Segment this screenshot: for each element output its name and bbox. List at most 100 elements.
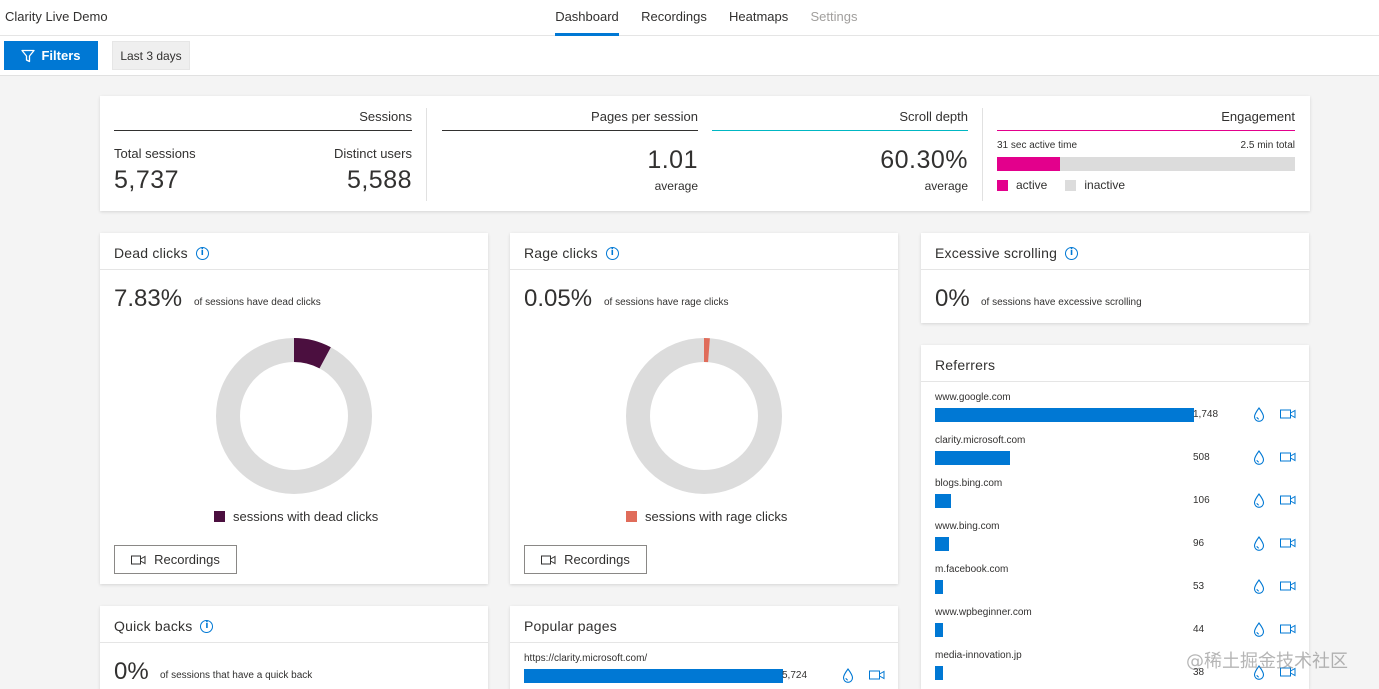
rage-clicks-arc <box>704 338 710 363</box>
referrer-row[interactable]: media-innovation.jp 38 <box>921 650 1309 689</box>
distinct-users-value: 5,588 <box>346 166 412 194</box>
heatmap-icon[interactable] <box>842 668 854 683</box>
card-divider <box>510 642 898 643</box>
referrer-count: 1,748 <box>1193 409 1219 420</box>
popular-page-row[interactable]: https://clarity.microsoft.com/ 5,724 <box>510 653 898 689</box>
card-divider <box>510 269 898 270</box>
referrer-bar <box>935 494 951 508</box>
dead-clicks-swatch <box>214 511 225 522</box>
rage-clicks-recordings-button[interactable]: Recordings <box>524 545 647 574</box>
referrer-row[interactable]: m.facebook.com 53 <box>921 564 1309 607</box>
dead-clicks-title-text: Dead clicks <box>114 245 188 261</box>
referrer-count: 96 <box>1193 538 1205 549</box>
engagement-header: Engagement <box>997 109 1295 131</box>
heatmap-icon[interactable] <box>1253 579 1265 594</box>
video-camera-icon <box>131 555 146 564</box>
referrer-name: clarity.microsoft.com <box>935 435 1026 446</box>
date-range-chip[interactable]: Last 3 days <box>112 41 190 70</box>
referrer-bar <box>935 408 1194 422</box>
popular-page-bar <box>524 669 783 683</box>
card-divider <box>921 381 1309 382</box>
filters-button[interactable]: Filters <box>4 41 98 70</box>
info-icon[interactable]: i <box>200 619 214 633</box>
dead-clicks-card: Dead clicks i 7.83% of sessions have dea… <box>100 233 488 584</box>
dead-clicks-recordings-button[interactable]: Recordings <box>114 545 237 574</box>
engagement-legend: active inactive <box>997 178 1125 192</box>
donut-track <box>626 338 782 494</box>
filter-bar: Filters Last 3 days <box>0 36 1379 76</box>
divider <box>982 108 983 201</box>
legend-inactive-label: inactive <box>1084 178 1126 192</box>
referrer-name: www.wpbeginner.com <box>935 607 1032 618</box>
referrers-title-text: Referrers <box>935 357 996 373</box>
video-camera-icon[interactable] <box>1280 409 1296 419</box>
tab-dashboard[interactable]: Dashboard <box>555 0 619 36</box>
dead-clicks-percent: 7.83% <box>114 285 183 312</box>
inactive-swatch <box>1065 179 1077 191</box>
rage-clicks-legend-label: sessions with rage clicks <box>645 509 788 524</box>
referrer-row[interactable]: clarity.microsoft.com 508 <box>921 435 1309 478</box>
video-camera-icon[interactable] <box>1280 581 1296 591</box>
total-sessions-value: 5,737 <box>114 166 180 194</box>
rage-clicks-title-text: Rage clicks <box>524 245 598 261</box>
popular-pages-title: Popular pages <box>524 618 617 634</box>
rage-clicks-card: Rage clicks i 0.05% of sessions have rag… <box>510 233 898 584</box>
total-time-label: 2.5 min total <box>1240 140 1295 151</box>
heatmap-icon[interactable] <box>1253 622 1265 637</box>
video-camera-icon[interactable] <box>1280 667 1296 677</box>
heatmap-icon[interactable] <box>1253 493 1265 508</box>
referrers-title: Referrers <box>935 357 995 373</box>
rage-clicks-percent: 0.05% <box>524 285 593 312</box>
referrer-row[interactable]: www.wpbeginner.com 44 <box>921 607 1309 650</box>
watermark: @稀土掘金技术社区 <box>1186 651 1348 672</box>
filters-label: Filters <box>41 48 81 63</box>
popular-page-count: 5,724 <box>782 670 808 681</box>
referrer-bar <box>935 666 943 680</box>
active-swatch <box>997 179 1008 191</box>
card-divider <box>100 269 488 270</box>
video-camera-icon[interactable] <box>1280 538 1296 548</box>
info-icon[interactable]: i <box>1065 246 1079 260</box>
heatmap-icon[interactable] <box>1253 407 1265 422</box>
referrer-count: 44 <box>1193 624 1205 635</box>
tab-recordings[interactable]: Recordings <box>641 9 707 24</box>
total-sessions-label: Total sessions <box>114 146 196 161</box>
referrer-name: www.bing.com <box>935 521 1000 532</box>
pages-per-session-sub: average <box>654 179 698 193</box>
excessive-scrolling-desc: of sessions have excessive scrolling <box>981 297 1142 308</box>
quick-backs-card: Quick backs i 0% of sessions that have a… <box>100 606 488 689</box>
popular-page-url: https://clarity.microsoft.com/ <box>524 653 648 664</box>
quick-backs-title: Quick backs i <box>114 618 214 634</box>
rage-clicks-legend: sessions with rage clicks <box>626 509 787 524</box>
legend-active-label: active <box>1016 178 1048 192</box>
donut-track <box>216 338 372 494</box>
app-title: Clarity Live Demo <box>5 9 108 24</box>
quick-backs-title-text: Quick backs <box>114 618 193 634</box>
referrer-row[interactable]: www.bing.com 96 <box>921 521 1309 564</box>
video-camera-icon <box>541 555 556 564</box>
scroll-depth-header: Scroll depth <box>712 109 968 131</box>
distinct-users-label: Distinct users <box>333 146 412 161</box>
rage-clicks-donut <box>626 338 782 494</box>
dead-clicks-title: Dead clicks i <box>114 245 209 261</box>
heatmap-icon[interactable] <box>1253 665 1265 680</box>
dead-clicks-desc: of sessions have dead clicks <box>194 297 321 308</box>
referrer-row[interactable]: www.google.com 1,748 <box>921 392 1309 435</box>
info-icon[interactable]: i <box>605 246 619 260</box>
referrer-count: 53 <box>1193 581 1205 592</box>
tab-heatmaps[interactable]: Heatmaps <box>729 9 789 24</box>
referrer-count: 38 <box>1193 667 1205 678</box>
heatmap-icon[interactable] <box>1253 450 1265 465</box>
active-time-label: 31 sec active time <box>997 140 1078 151</box>
rage-clicks-swatch <box>626 511 637 522</box>
info-icon[interactable]: i <box>195 246 209 260</box>
heatmap-icon[interactable] <box>1253 536 1265 551</box>
referrer-row[interactable]: blogs.bing.com 106 <box>921 478 1309 521</box>
video-camera-icon[interactable] <box>1280 624 1296 634</box>
tab-settings[interactable]: Settings <box>810 9 858 24</box>
card-divider <box>100 642 488 643</box>
video-camera-icon[interactable] <box>869 670 885 680</box>
video-camera-icon[interactable] <box>1280 452 1296 462</box>
video-camera-icon[interactable] <box>1280 495 1296 505</box>
top-bar: Clarity Live Demo Dashboard Recordings H… <box>0 0 1379 36</box>
